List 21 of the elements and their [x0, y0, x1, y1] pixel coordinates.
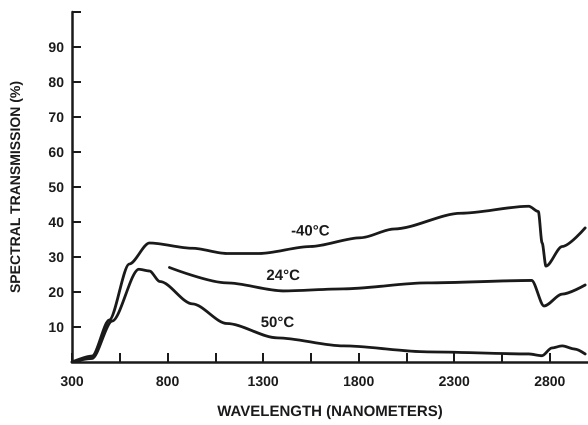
y-tick-label: 60 [48, 144, 64, 160]
y-tick-label: 50 [48, 179, 64, 195]
series-label: -40°C [291, 222, 330, 240]
y-axis-title: SPECTRAL TRANSMISSION (%) [7, 80, 23, 294]
series-label: 50°C [260, 314, 294, 331]
y-tick-label: 40 [48, 214, 64, 230]
y-tick-label: 30 [48, 249, 64, 265]
x-tick-label: 2800 [534, 373, 566, 389]
y-tick-label: 70 [48, 109, 64, 125]
y-tick-label: 10 [48, 319, 64, 335]
x-tick-label: 300 [60, 373, 84, 389]
x-tick-label: 800 [156, 373, 180, 389]
x-tick-label: 2300 [438, 373, 470, 389]
y-tick-label: 20 [48, 284, 64, 300]
line-series [168, 266, 587, 308]
series-label: 24°C [266, 266, 300, 284]
x-tick-label: 1800 [343, 373, 374, 389]
y-tick-label: 90 [48, 39, 64, 55]
y-tick-label: 80 [48, 74, 64, 90]
x-tick-label: 1300 [248, 373, 279, 389]
x-axis-title: WAVELENGTH (NANOMETERS) [217, 403, 443, 420]
